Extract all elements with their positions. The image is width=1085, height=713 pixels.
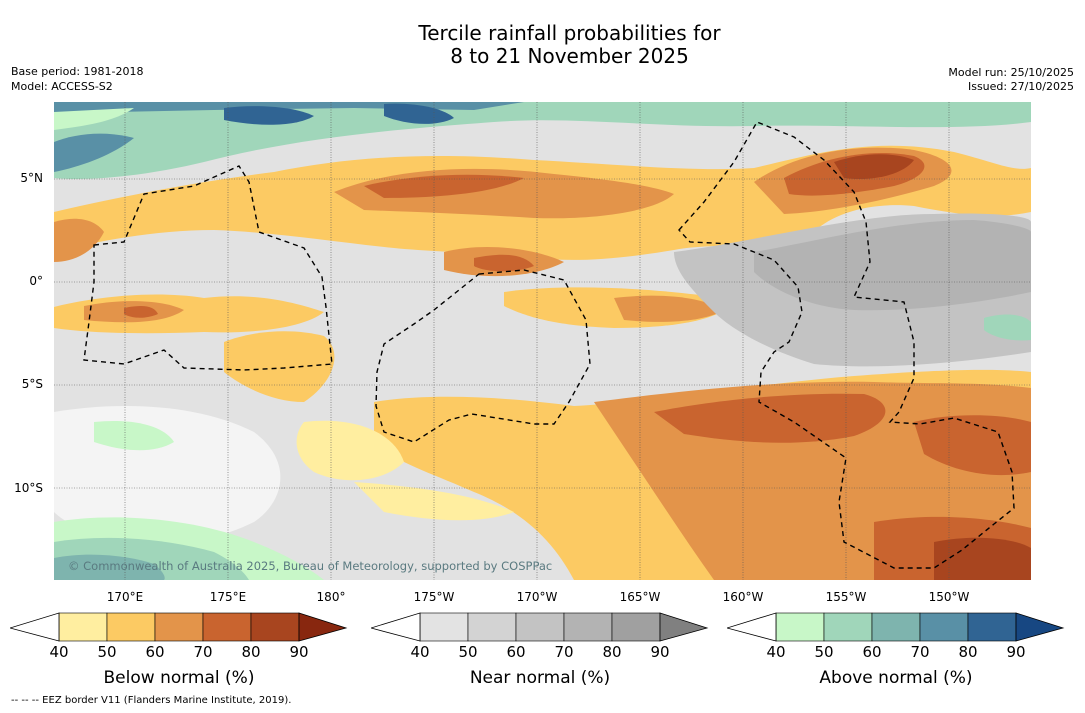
colorbar-below-segment-80 <box>250 612 300 642</box>
above-normal-west-patch <box>54 133 134 172</box>
below-normal-40-south-2 <box>354 482 514 521</box>
title-line-2: 8 to 21 November 2025 <box>450 44 689 68</box>
colorbar-above-segment-40 <box>775 612 825 642</box>
lat-label-5s: 5°S <box>21 377 43 391</box>
lat-label-5n: 5°N <box>20 171 43 185</box>
tick-near-80: 80 <box>602 643 622 661</box>
lon-label-165w: 165°W <box>619 590 661 604</box>
colorbar-segments-below <box>58 612 348 642</box>
model-name: Model: ACCESS-S2 <box>11 80 113 93</box>
colorbar-below-lower-arrow <box>10 612 60 642</box>
below-normal-70-south <box>654 393 886 443</box>
colorbar-above-segment-80 <box>967 612 1017 642</box>
colorbar-title-near: Near normal (%) <box>469 668 611 688</box>
colorbar-near-upper-arrow <box>659 612 709 642</box>
colorbar-above-segment-50 <box>823 612 873 642</box>
lon-label-160w: 160°W <box>722 590 764 604</box>
colorbar-below-segment-70 <box>202 612 252 642</box>
below-normal-west-patch <box>54 218 104 262</box>
tick-below-80: 80 <box>241 643 261 661</box>
colorbar-below-segment-40 <box>58 612 108 642</box>
below-normal-40-south <box>296 420 404 481</box>
tick-below-40: 40 <box>49 643 69 661</box>
lon-label-170e: 170°E <box>106 590 144 604</box>
above-normal-60-south-west <box>54 554 165 580</box>
tick-above-40: 40 <box>766 643 786 661</box>
eez-borders <box>83 121 1015 569</box>
colorbar-title-above: Above normal (%) <box>819 668 973 688</box>
colorbar-below-normal <box>10 612 348 642</box>
tick-above-90: 90 <box>1006 643 1026 661</box>
below-normal-equator-west-70 <box>124 306 158 318</box>
probability-map: © Commonwealth of Australia 2025, Bureau… <box>54 102 1031 580</box>
colorbar-near-segment-60 <box>515 612 565 642</box>
lon-label-175w: 175°W <box>413 590 455 604</box>
colorbar-above-upper-arrow <box>1015 612 1065 642</box>
above-normal-east-patch <box>984 314 1031 341</box>
colorbar-segments-near <box>419 612 709 642</box>
model-run: Model run: 25/10/2025 <box>948 66 1074 79</box>
eez-footnote: -- -- -- EEZ border V11 (Flanders Marine… <box>11 695 292 706</box>
lon-label-150w: 150°W <box>928 590 970 604</box>
above-normal-light-north <box>54 108 134 130</box>
tick-below-60: 60 <box>145 643 165 661</box>
tick-below-70: 70 <box>193 643 213 661</box>
below-normal-70-north <box>364 174 524 198</box>
above-normal-small-patch <box>94 420 174 451</box>
colorbar-near-segment-50 <box>467 612 517 642</box>
tick-near-60: 60 <box>506 643 526 661</box>
tick-near-70: 70 <box>554 643 574 661</box>
tick-above-80: 80 <box>958 643 978 661</box>
colorbar-title-below: Below normal (%) <box>103 668 255 688</box>
tick-below-90: 90 <box>289 643 309 661</box>
colorbar-near-normal <box>371 612 709 642</box>
title-line-1: Tercile rainfall probabilities for <box>418 21 721 45</box>
tick-near-40: 40 <box>410 643 430 661</box>
copyright-text: © Commonwealth of Australia 2025, Bureau… <box>68 559 552 573</box>
colorbar-above-segment-70 <box>919 612 969 642</box>
base-period: Base period: 1981-2018 <box>11 65 144 78</box>
tick-below-50: 50 <box>97 643 117 661</box>
lon-label-170w: 170°W <box>516 590 558 604</box>
lon-label-180: 180° <box>316 590 346 604</box>
colorbar-near-segment-40 <box>419 612 469 642</box>
tick-above-70: 70 <box>910 643 930 661</box>
colorbar-above-normal <box>727 612 1065 642</box>
below-normal-equator-east-60 <box>614 295 724 322</box>
colorbar-below-segment-50 <box>106 612 156 642</box>
near-normal-east-70 <box>754 220 1031 311</box>
issued-date: Issued: 27/10/2025 <box>967 80 1074 93</box>
below-normal-80-far-south <box>934 537 1031 580</box>
tick-above-60: 60 <box>862 643 882 661</box>
lon-label-155w: 155°W <box>825 590 867 604</box>
lat-label-10s: 10°S <box>14 481 43 495</box>
colorbar-below-upper-arrow <box>298 612 348 642</box>
lon-label-175e: 175°E <box>209 590 247 604</box>
below-normal-patch-south <box>224 331 335 402</box>
colorbar-above-segment-60 <box>871 612 921 642</box>
above-normal-core-north-2 <box>384 103 454 124</box>
colorbar-near-lower-arrow <box>371 612 421 642</box>
colorbar-above-lower-arrow <box>727 612 777 642</box>
tick-above-50: 50 <box>814 643 834 661</box>
colorbar-segments-above <box>775 612 1065 642</box>
graticule <box>54 102 1031 580</box>
tick-near-50: 50 <box>458 643 478 661</box>
colorbar-below-segment-60 <box>154 612 204 642</box>
below-normal-80-east <box>834 154 914 180</box>
lat-label-0: 0° <box>29 274 43 288</box>
below-normal-central-core <box>474 254 534 272</box>
tick-near-90: 90 <box>650 643 670 661</box>
above-normal-core-north <box>224 106 314 125</box>
colorbar-near-segment-80 <box>611 612 661 642</box>
below-normal-70-southeast <box>914 415 1031 476</box>
colorbar-near-segment-70 <box>563 612 613 642</box>
